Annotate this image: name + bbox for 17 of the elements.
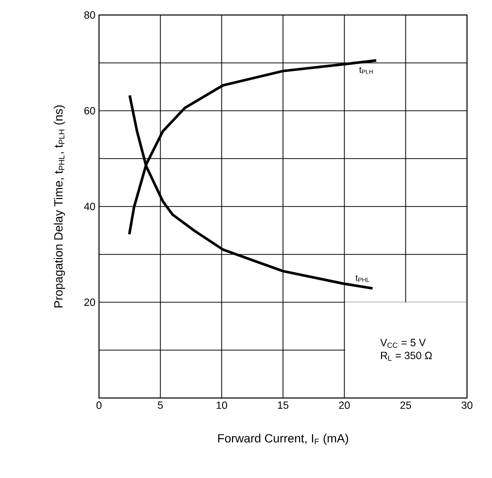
- x-tick-label: 10: [216, 402, 228, 409]
- x-tick-label: 30: [462, 402, 472, 409]
- y-tick-label: 60: [84, 107, 96, 114]
- x-tick-label: 0: [96, 402, 102, 409]
- y-tick-label: 80: [84, 11, 96, 19]
- x-tick-label: 5: [158, 402, 163, 409]
- annotation: V$_{CC}$ = 5 V: [380, 338, 426, 348]
- x-tick-label: 15: [278, 402, 288, 409]
- y-tick-label: 20: [84, 298, 96, 306]
- x-tick-label: 25: [400, 402, 412, 409]
- x-tick-label: 20: [339, 402, 350, 409]
- x-axis-title: Forward Current, I$_{F}$ (mA): [218, 434, 348, 445]
- series-label: t$_{PLH}$: [359, 66, 373, 74]
- annotation: R$_{L}$ = 350 Ω: [381, 352, 432, 361]
- y-axis-title: Propagation Delay Time, t$_{PHL}$, t$_{PLH}$ (ns): [54, 105, 66, 308]
- series-label: t$_{PHL}$: [356, 275, 370, 282]
- y-tick-label: 40: [84, 202, 96, 210]
